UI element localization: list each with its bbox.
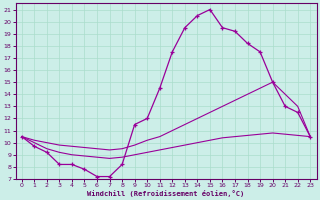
X-axis label: Windchill (Refroidissement éolien,°C): Windchill (Refroidissement éolien,°C) <box>87 190 245 197</box>
